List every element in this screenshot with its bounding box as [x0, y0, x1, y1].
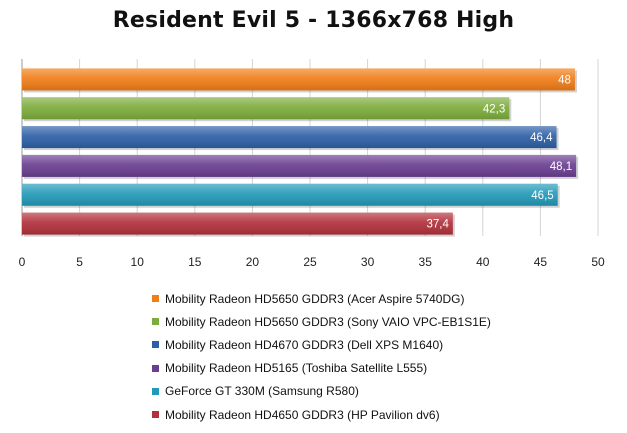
legend-item: Mobility Radeon HD5650 GDDR3 (Sony VAIO …: [152, 310, 491, 333]
legend-swatch: [152, 364, 159, 372]
data-label: 48: [558, 74, 571, 86]
bar-gloss: [22, 183, 558, 206]
legend-swatch: [152, 411, 159, 419]
bar-gloss: [22, 212, 453, 235]
legend-label: Mobility Radeon HD4670 GDDR3 (Dell XPS M…: [165, 337, 444, 352]
legend-item: Mobility Radeon HD5650 GDDR3 (Acer Aspir…: [152, 287, 491, 310]
x-tick-label: 40: [476, 255, 490, 269]
legend-item: GeForce GT 330M (Samsung R580): [152, 380, 491, 403]
x-tick-label: 45: [534, 255, 548, 269]
legend-swatch: [152, 341, 159, 349]
x-tick-label: 20: [246, 255, 260, 269]
legend-item: Mobility Radeon HD4650 GDDR3 (HP Pavilio…: [152, 403, 491, 426]
chart-title: Resident Evil 5 - 1366x768 High: [112, 8, 515, 33]
bar-chart: 48 42,3 46,4 48,1 46,5 37,4 0 5 10 15 20 25 30 35 40 45…: [19, 59, 605, 269]
x-tick-label: 10: [131, 255, 145, 269]
x-tick-label: 25: [303, 255, 317, 269]
legend-label: Mobility Radeon HD5650 GDDR3 (Acer Aspir…: [165, 291, 465, 306]
data-label: 46,4: [530, 132, 553, 144]
data-label: 46,5: [531, 190, 553, 202]
x-tick-label: 50: [591, 255, 605, 269]
legend-item: Mobility Radeon HD4670 GDDR3 (Dell XPS M…: [152, 333, 491, 356]
legend-swatch: [152, 387, 159, 395]
data-label: 37,4: [426, 219, 449, 231]
legend-item: Mobility Radeon HD5165 (Toshiba Satellit…: [152, 357, 491, 380]
legend-label: Mobility Radeon HD5165 (Toshiba Satellit…: [165, 361, 428, 376]
bar-gloss: [22, 97, 510, 120]
legend-swatch: [152, 295, 159, 303]
x-tick-label: 30: [361, 255, 375, 269]
data-label: 42,3: [483, 103, 505, 115]
legend: Mobility Radeon HD5650 GDDR3 (Acer Aspir…: [152, 287, 491, 426]
x-tick-label: 5: [76, 255, 83, 269]
bar-gloss: [22, 126, 557, 149]
x-tick-label: 0: [19, 255, 26, 269]
legend-label: Mobility Radeon HD5650 GDDR3 (Sony VAIO …: [165, 314, 491, 329]
legend-label: Mobility Radeon HD4650 GDDR3 (HP Pavilio…: [165, 407, 440, 422]
bar-gloss: [22, 154, 577, 177]
data-label: 48,1: [550, 161, 572, 173]
legend-label: GeForce GT 330M (Samsung R580): [165, 384, 359, 399]
bar-gloss: [22, 68, 575, 91]
legend-swatch: [152, 318, 159, 326]
x-tick-label: 35: [419, 255, 433, 269]
x-tick-label: 15: [188, 255, 202, 269]
